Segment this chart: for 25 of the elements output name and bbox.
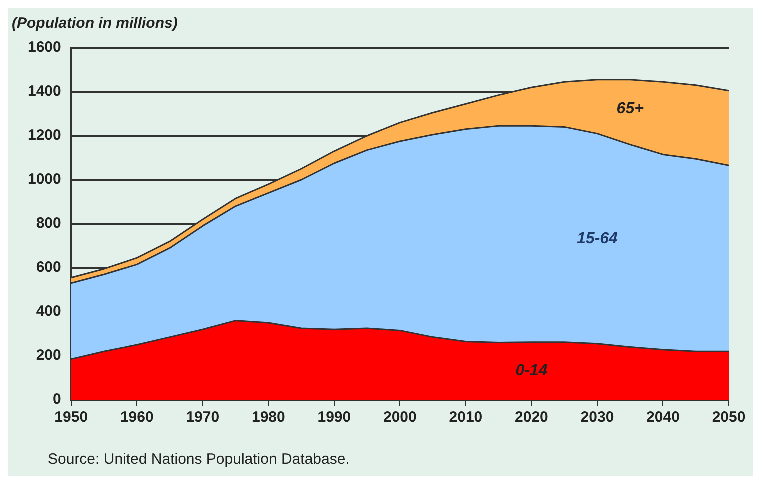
y-tick-label: 0 [53, 391, 62, 408]
x-tick-label: 2000 [383, 409, 417, 426]
series-label: 15-64 [577, 230, 618, 248]
x-tick-label: 1980 [252, 409, 286, 426]
series-label: 65+ [616, 100, 644, 118]
y-tick-label: 1400 [28, 83, 62, 100]
y-tick-label: 1600 [28, 39, 62, 56]
x-tick-label: 1990 [318, 409, 352, 426]
y-tick-label: 1000 [28, 171, 62, 188]
x-tick-label: 1950 [54, 409, 88, 426]
y-tick-label: 200 [36, 347, 62, 364]
series-label: 0-14 [516, 362, 548, 380]
y-tick-label: 600 [36, 259, 62, 276]
y-tick-label: 1200 [28, 127, 62, 144]
x-tick-label: 2030 [580, 409, 614, 426]
source-note: Source: United Nations Population Database. [48, 451, 350, 468]
x-tick-label: 2020 [515, 409, 548, 426]
y-axis-title: (Population in millions) [12, 15, 178, 32]
x-tick-label: 1960 [120, 409, 154, 426]
x-tick-label: 2050 [712, 409, 746, 426]
y-tick-label: 800 [36, 215, 62, 232]
x-tick-label: 2040 [646, 409, 680, 426]
x-tick-label: 1970 [186, 409, 220, 426]
x-tick-label: 2010 [449, 409, 483, 426]
y-tick-label: 400 [36, 303, 62, 320]
